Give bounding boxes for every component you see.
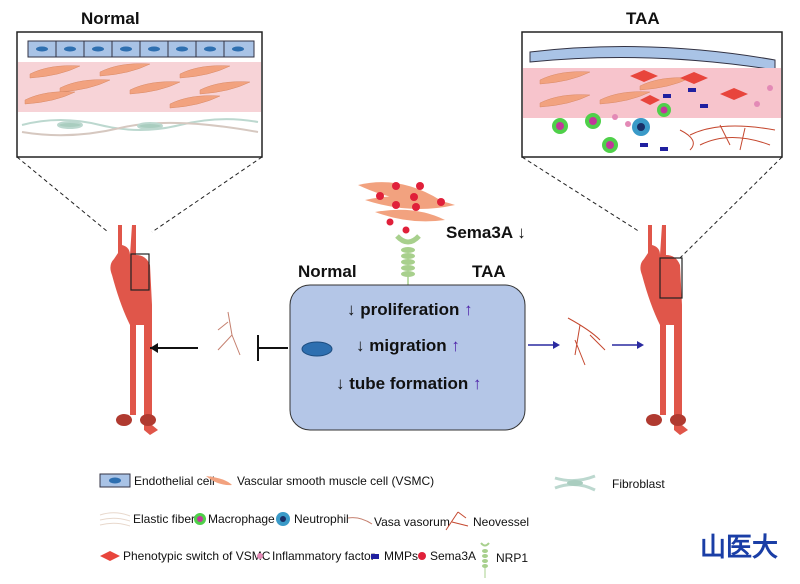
effect-migration: ↓ migration ↑ (356, 336, 460, 355)
svg-text:Fibroblast: Fibroblast (612, 477, 665, 491)
normal-aorta (110, 225, 158, 435)
svg-text:Neutrophil: Neutrophil (294, 512, 349, 526)
legend-endothelial-cell: Endothelial cell (99, 473, 215, 488)
nucleus (301, 341, 333, 357)
effect-tube-formation: ↓ tube formation ↑ (336, 374, 481, 393)
legend-macrophage: Macrophage (194, 512, 275, 526)
legend-neovessel: Neovessel (445, 511, 529, 531)
svg-text:Vasa vasorum: Vasa vasorum (374, 515, 450, 529)
center-taa-label: TAA (472, 262, 506, 281)
svg-text:MMPs: MMPs (384, 549, 418, 563)
neutrophils (632, 118, 650, 136)
svg-text:Macrophage: Macrophage (208, 512, 275, 526)
effect-proliferation: ↓ proliferation ↑ (347, 300, 473, 319)
vasa-vasorum-left (217, 311, 241, 356)
legend-fibroblast: Fibroblast (554, 474, 665, 492)
svg-text:Neovessel: Neovessel (473, 515, 529, 529)
legend-nrp1: NRP1 (480, 542, 528, 578)
legend-neutrophil: Neutrophil (276, 512, 349, 526)
adventitia (21, 118, 259, 137)
inhibition-bar (257, 335, 288, 361)
legend-inflammatory-factor: Inflammatory factor (257, 549, 375, 563)
normal-aorta-zoom-box (130, 253, 150, 291)
normal-panel: Normal (16, 9, 263, 233)
mmps (640, 88, 708, 151)
legend-mmps: MMPs (371, 549, 418, 563)
legend: Endothelial cell Vascular smooth muscle … (99, 473, 665, 578)
legend-vsmc: Vascular smooth muscle cell (VSMC) (206, 474, 434, 488)
legend-elastic-fiber: Elastic fiber (99, 512, 195, 527)
taa-aorta (640, 225, 688, 435)
logo: 山医大 (700, 533, 778, 563)
legend-vasa-vasorum: Vasa vasorum (347, 515, 450, 529)
endothelial-layer (27, 40, 255, 58)
center-normal-label: Normal (298, 262, 357, 281)
svg-text:Vascular smooth muscle cell (V: Vascular smooth muscle cell (VSMC) (237, 474, 434, 488)
svg-text:Inflammatory factor: Inflammatory factor (272, 549, 375, 563)
svg-text:Elastic fiber: Elastic fiber (133, 512, 195, 526)
sema3a-label: Sema3A ↓ (446, 223, 526, 242)
svg-text:NRP1: NRP1 (496, 551, 528, 565)
inflammatory-factors (612, 85, 773, 127)
taa-panel: TAA (521, 9, 783, 259)
nrp1-receptor (395, 234, 421, 286)
endothelial-cell-box: Normal TAA ↓ proliferation ↑ ↓ migration… (289, 262, 526, 431)
taa-aorta-zoom-box (659, 257, 683, 299)
legend-sema3a: Sema3A (418, 549, 476, 563)
vsmc-cluster (358, 182, 455, 234)
neovessel-center (567, 317, 606, 366)
taa-panel-title: TAA (626, 9, 660, 28)
svg-text:Phenotypic switch of VSMC: Phenotypic switch of VSMC (123, 549, 271, 563)
legend-phenotypic-switch: Phenotypic switch of VSMC (100, 549, 271, 563)
neovessels (679, 124, 776, 151)
normal-panel-title: Normal (81, 9, 140, 28)
svg-text:Endothelial cell: Endothelial cell (134, 474, 215, 488)
svg-text:Sema3A: Sema3A (430, 549, 476, 563)
macrophages (552, 103, 671, 153)
phenotypic-switch-cells (630, 70, 748, 105)
